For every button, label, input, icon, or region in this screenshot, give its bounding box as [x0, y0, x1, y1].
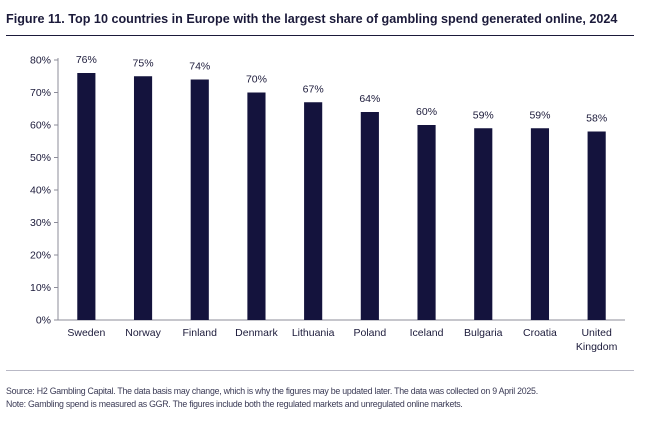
data-label: 67% — [303, 83, 324, 95]
data-label: 59% — [473, 109, 494, 121]
bar — [247, 92, 266, 320]
bar — [417, 125, 436, 320]
data-label: 75% — [133, 57, 154, 69]
note-text: Note: Gambling spend is measured as GGR.… — [6, 399, 463, 409]
figure-title: Figure 11. Top 10 countries in Europe wi… — [6, 12, 618, 26]
x-tick-label: Poland — [353, 327, 386, 339]
bar — [530, 128, 550, 320]
x-tick-label: Croatia — [523, 327, 557, 339]
data-label: 74% — [189, 61, 210, 73]
y-tick-label: 40% — [30, 185, 51, 197]
bar-chart: 0% 10% 20% 30% 40% 50% 60% 70% 80% 76% Sweden 75% No… — [30, 54, 625, 353]
y-tick-label: 60% — [30, 120, 51, 132]
y-tick-label: 50% — [30, 152, 51, 164]
bar — [304, 102, 323, 320]
y-tick-label: 20% — [30, 250, 51, 262]
x-tick-label: United — [581, 327, 612, 339]
y-tick-label: 10% — [30, 282, 51, 294]
data-label: 70% — [246, 74, 267, 86]
x-tick-label: Lithuania — [292, 327, 335, 339]
data-label: 58% — [586, 113, 607, 125]
data-label: 60% — [416, 106, 437, 118]
x-tick-label: Bulgaria — [464, 327, 503, 339]
y-tick-label: 70% — [30, 87, 51, 99]
source-text: Source: H2 Gambling Capital. The data ba… — [6, 386, 538, 396]
x-tick-label: Kingdom — [576, 341, 618, 353]
x-tick-label: Iceland — [410, 327, 444, 339]
x-tick-label: Sweden — [67, 327, 105, 339]
bar — [77, 73, 96, 320]
footer-divider — [6, 370, 634, 371]
data-label: 76% — [76, 54, 97, 66]
y-tick-label: 0% — [36, 315, 51, 327]
bar — [360, 112, 379, 320]
data-label: 59% — [529, 109, 550, 121]
bar — [133, 76, 153, 320]
y-tick-label: 80% — [30, 55, 51, 67]
title-divider — [6, 35, 634, 36]
bar — [587, 131, 606, 320]
x-tick-label: Denmark — [235, 327, 278, 339]
data-label: 64% — [359, 93, 380, 105]
bar — [190, 79, 209, 320]
x-tick-label: Norway — [125, 327, 161, 339]
source-note: Source: H2 Gambling Capital. The data ba… — [6, 385, 646, 411]
bar — [474, 128, 493, 320]
x-tick-label: Finland — [183, 327, 218, 339]
y-tick-label: 30% — [30, 217, 51, 229]
